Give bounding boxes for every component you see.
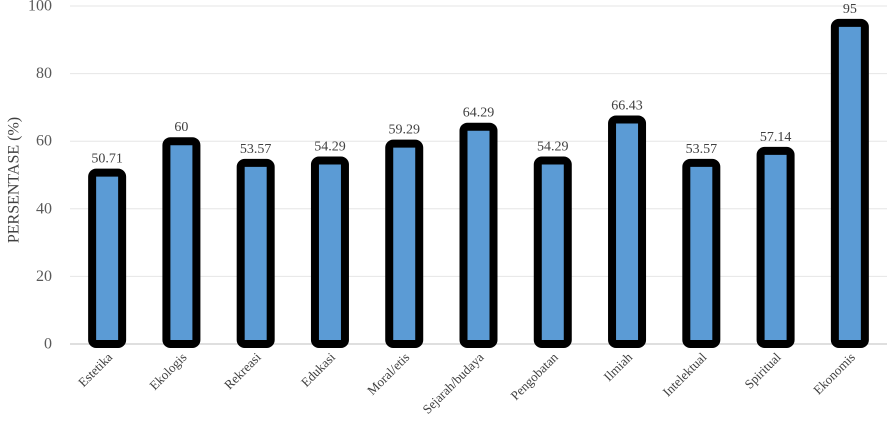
data-label: 95 [843, 2, 857, 17]
category-label: Spiritual [741, 349, 784, 392]
data-label: 66.43 [611, 98, 643, 113]
data-label: 53.57 [686, 142, 718, 157]
category-label: Intelektual [660, 349, 710, 399]
category-label: Ekonomis [810, 350, 858, 398]
category-label: Edukasi [298, 349, 338, 389]
bar-ekologis [162, 137, 201, 348]
data-label: 54.29 [314, 139, 346, 154]
y-tick-label: 40 [36, 200, 52, 217]
bar-ekonomis [830, 18, 869, 349]
category-label: Ekologis [146, 350, 189, 393]
y-tick-label: 100 [28, 0, 52, 15]
bar-sejarah-budaya [459, 122, 498, 348]
bar-rekreasi [236, 158, 275, 348]
bars [88, 18, 869, 349]
category-label: Moral/etis [364, 350, 412, 398]
data-label: 64.29 [463, 106, 495, 121]
category-label: Ilmiah [601, 349, 636, 384]
category-labels: Estetika Ekologis Rekreasi Edukasi Moral/eti… [75, 349, 858, 417]
y-tick-label: 20 [36, 268, 52, 285]
y-tick-label: 0 [44, 336, 52, 353]
bar-pengobatan [533, 156, 572, 348]
data-label: 53.57 [240, 142, 272, 157]
data-label: 54.29 [537, 139, 569, 154]
data-label: 57.14 [760, 130, 792, 145]
data-labels: 50.71 60 53.57 54.29 59.29 64.29 54.29 66.43 53.… [91, 2, 856, 167]
category-label: Pengobatan [507, 349, 561, 403]
bar-intelektual [682, 158, 721, 348]
y-axis-ticks: 0 20 40 60 80 100 [28, 0, 52, 353]
bar-ilmiah [608, 115, 647, 348]
data-label: 59.29 [388, 123, 420, 138]
y-tick-label: 60 [36, 133, 52, 150]
category-label: Rekreasi [221, 349, 264, 392]
y-tick-label: 80 [36, 65, 52, 82]
bar-estetika [88, 168, 127, 348]
bar-edukasi [310, 156, 349, 348]
data-label: 60 [174, 120, 188, 135]
category-label: Estetika [75, 349, 115, 389]
y-axis-title: PERSENTASE (%) [6, 117, 23, 243]
category-label: Sejarah/budaya [419, 349, 486, 416]
data-label: 50.71 [91, 152, 123, 167]
bar-moral-etis [385, 139, 424, 348]
bar-spiritual [756, 146, 795, 348]
